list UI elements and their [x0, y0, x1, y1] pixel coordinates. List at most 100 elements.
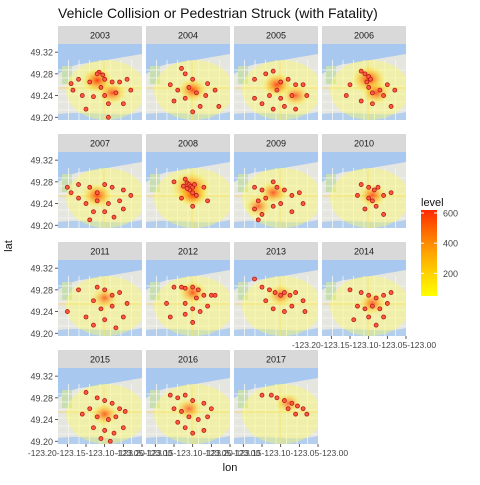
- collision-point: [270, 106, 276, 112]
- collision-point: [304, 93, 310, 98]
- collision-point: [102, 93, 108, 98]
- facet-panel-2004: 2004: [146, 26, 230, 120]
- collision-point: [182, 392, 188, 398]
- map-park: [62, 66, 72, 84]
- collision-point: [94, 190, 100, 196]
- facet-strip-label: 2007: [90, 139, 110, 149]
- collision-point: [300, 298, 306, 304]
- collision-point: [278, 201, 284, 206]
- collision-point: [281, 309, 287, 314]
- x-tick-labels: -123.20-123.15-123.10-123.05-123.00: [292, 340, 436, 350]
- facet-panel-2008: 2008: [146, 134, 230, 228]
- collision-point: [368, 76, 373, 82]
- collision-point: [186, 414, 192, 420]
- collision-point: [83, 390, 89, 395]
- map-area: [322, 152, 406, 228]
- facet-strip: [146, 242, 230, 260]
- collision-point: [98, 436, 104, 441]
- map-water: [322, 44, 406, 74]
- collision-point: [124, 76, 130, 82]
- collision-point: [388, 290, 394, 295]
- collision-point: [369, 198, 375, 204]
- collision-point: [164, 301, 169, 306]
- collision-point: [212, 87, 218, 93]
- collision-point: [289, 93, 295, 98]
- facet-panel-2013: 2013: [234, 242, 318, 336]
- y-axes: 49.20 49.24 49.28 49.32 49.20 49.24 49.28 49.32…: [30, 48, 58, 447]
- density-hotspot: [244, 195, 272, 218]
- collision-point: [373, 322, 379, 328]
- facet-panel-2012: 2012: [146, 242, 230, 336]
- facet-panel-2014: 2014: [322, 242, 406, 336]
- collision-point: [91, 425, 96, 431]
- map-park: [150, 174, 160, 192]
- facet-strip: [146, 26, 230, 44]
- collision-point: [107, 438, 113, 444]
- map-area: [58, 368, 142, 444]
- y-tick-label: 49.20: [30, 329, 53, 339]
- collision-point: [304, 411, 310, 417]
- collision-point: [98, 306, 104, 312]
- collision-point: [190, 284, 196, 290]
- collision-point: [113, 325, 119, 331]
- collision-point: [205, 414, 211, 420]
- facet-strip-label: 2015: [90, 355, 110, 365]
- collision-point: [79, 411, 85, 417]
- collision-point: [212, 292, 218, 298]
- collision-point: [259, 284, 265, 290]
- y-tick-label: 49.28: [30, 177, 53, 187]
- y-axis-label: lat: [3, 240, 15, 252]
- collision-point: [267, 93, 272, 98]
- collision-point: [175, 419, 181, 425]
- collision-point: [109, 79, 115, 85]
- y-tick-label: 49.32: [30, 372, 53, 382]
- collision-point: [180, 183, 186, 189]
- density-base: [154, 276, 230, 336]
- y-tick-label: 49.32: [30, 264, 53, 274]
- collision-point: [193, 295, 199, 301]
- collision-point: [106, 101, 111, 107]
- collision-point: [100, 72, 106, 78]
- collision-point: [175, 87, 181, 93]
- collision-point: [179, 195, 184, 201]
- facet-strip-label: 2017: [266, 355, 286, 365]
- collision-point: [201, 428, 207, 433]
- map-area: [146, 44, 230, 120]
- x-axes: -123.20-123.15-123.10-123.05-123.00 -123.…: [28, 336, 436, 458]
- collision-point: [76, 195, 81, 201]
- collision-point: [355, 303, 360, 309]
- collision-point: [388, 104, 394, 109]
- collision-point: [120, 187, 126, 193]
- collision-point: [362, 206, 368, 212]
- collision-point: [375, 184, 381, 190]
- collision-point: [203, 93, 209, 98]
- facet-strip: [234, 350, 318, 368]
- collision-point: [76, 182, 81, 187]
- x-tick-labels: -123.20-123.15-123.10-123.05-123.00: [204, 448, 348, 458]
- collision-point: [111, 430, 117, 436]
- collision-point: [270, 179, 276, 185]
- collision-point: [289, 303, 295, 309]
- collision-point: [76, 287, 81, 293]
- collision-point: [362, 306, 368, 312]
- collision-point: [205, 81, 211, 87]
- collision-point: [268, 392, 274, 398]
- facet-strip-label: 2010: [354, 139, 374, 149]
- collision-point: [347, 287, 353, 293]
- collision-point: [102, 398, 108, 403]
- map-park: [238, 174, 248, 192]
- collision-point: [179, 66, 184, 71]
- collision-point: [300, 406, 306, 412]
- collision-point: [366, 292, 372, 298]
- collision-point: [289, 209, 295, 215]
- facet-strip-label: 2013: [266, 247, 286, 257]
- collision-point: [190, 76, 196, 82]
- density-hotspot: [175, 397, 203, 420]
- legend: level 200 400 600: [421, 197, 458, 296]
- collision-point: [109, 292, 115, 298]
- collision-point: [205, 303, 211, 309]
- map-park: [62, 174, 72, 192]
- collision-point: [259, 392, 265, 398]
- collision-point: [300, 82, 306, 88]
- collision-point: [293, 290, 299, 295]
